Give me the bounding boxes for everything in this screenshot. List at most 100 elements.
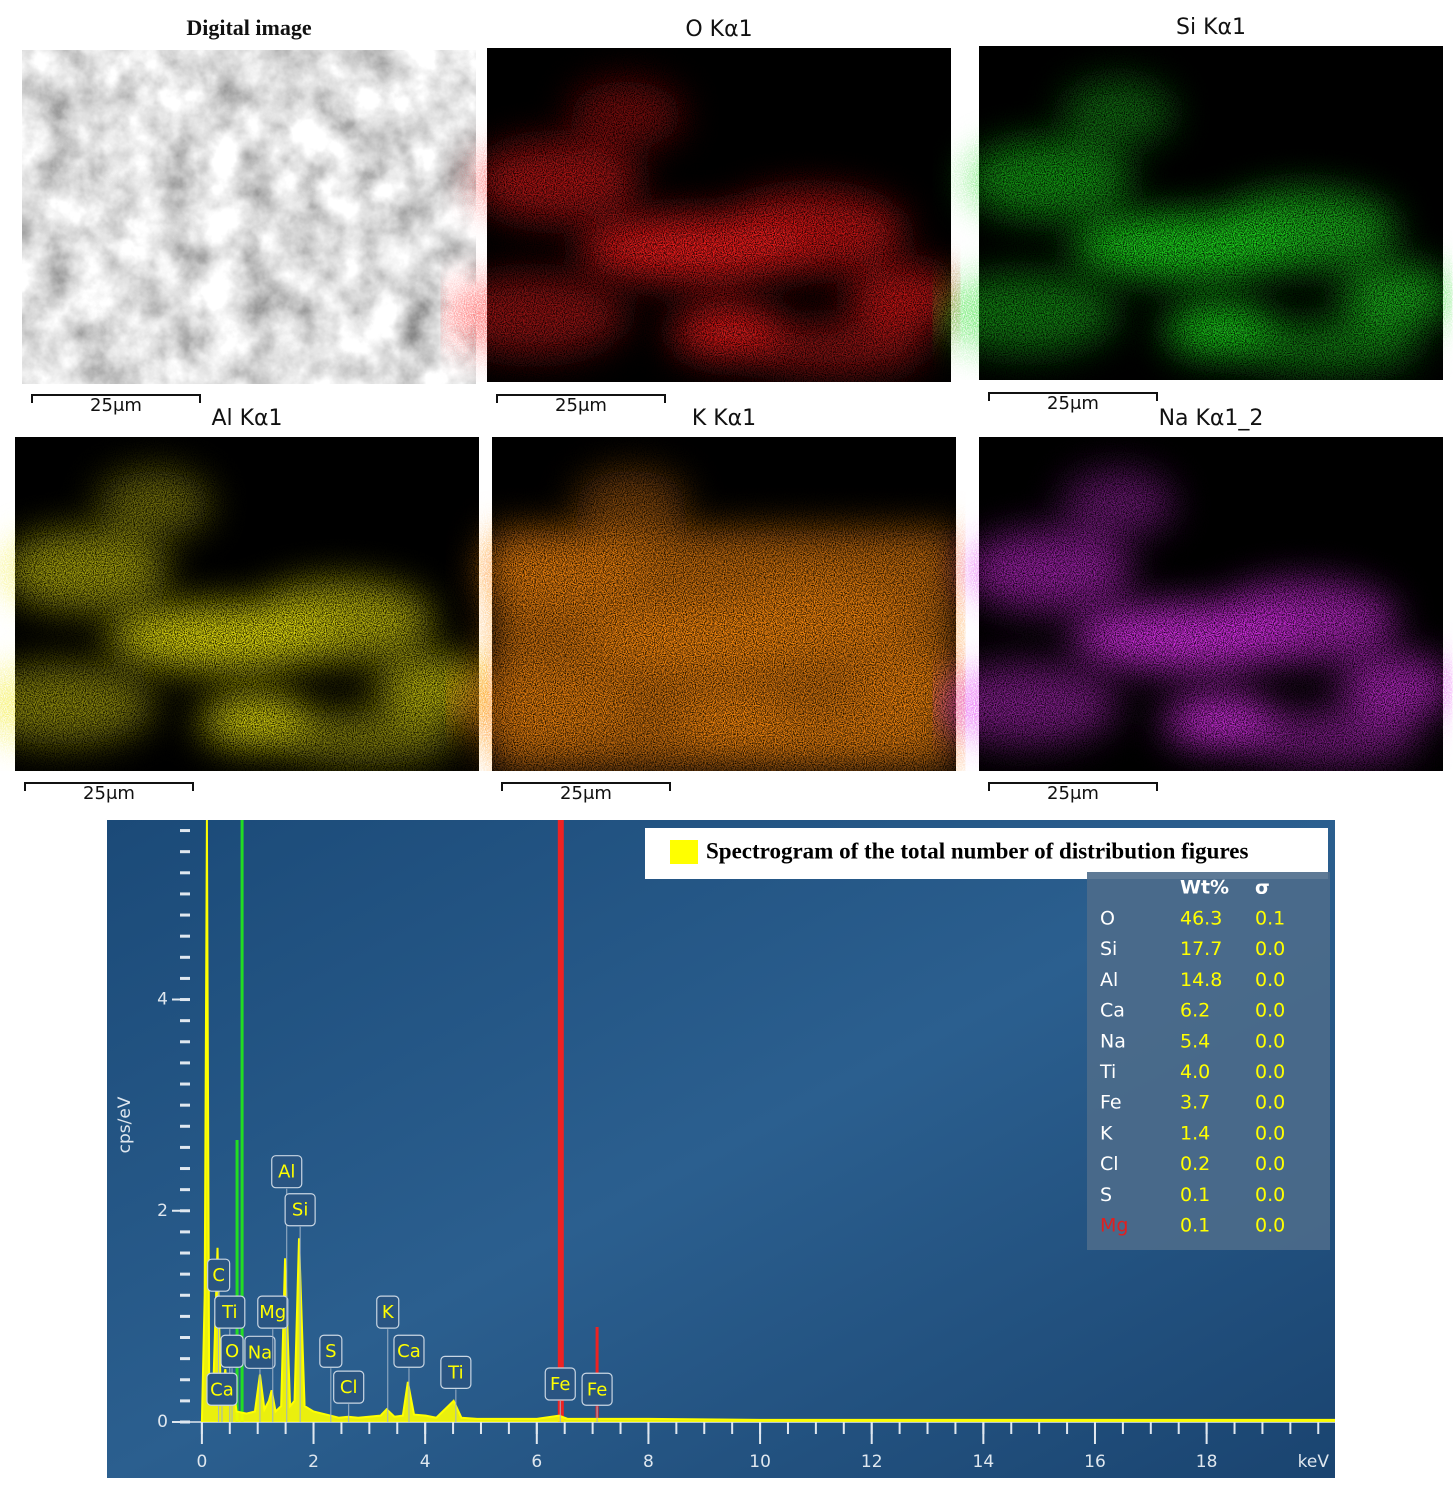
map-signal — [473, 141, 641, 222]
element-map — [932, 79, 1453, 374]
map-signal — [1211, 189, 1397, 270]
table-cell: O — [1100, 908, 1115, 930]
x-tick-label: 12 — [861, 1452, 883, 1472]
map-signal — [965, 530, 1133, 611]
table-cell: 0.1 — [1180, 1184, 1210, 1206]
map-panel: Si Kα1 25μm — [932, 15, 1453, 414]
table-cell: Cl — [1100, 1153, 1119, 1175]
peak-label: Ti — [221, 1302, 237, 1323]
y-tick-label: 0 — [157, 1412, 168, 1432]
map-signal — [848, 265, 961, 332]
peak-label: Si — [292, 1200, 308, 1221]
table-cell: Mg — [1100, 1215, 1128, 1237]
scale-bar — [31, 394, 201, 403]
table-cell: 0.0 — [1255, 969, 1285, 991]
table-cell: Ti — [1099, 1061, 1116, 1083]
map-panel: O Kα1 25μm — [440, 17, 961, 416]
map-signal — [478, 530, 646, 611]
panel-title: O Kα1 — [685, 17, 752, 42]
map-signal — [0, 664, 155, 745]
map-panel: Digital image 25μm — [22, 15, 476, 416]
scale-label: 25μm — [560, 783, 612, 804]
table-cell: 0.1 — [1255, 908, 1285, 930]
x-tick-label: 0 — [196, 1452, 207, 1472]
map-signal — [932, 664, 1119, 745]
legend-box — [645, 828, 1328, 879]
table-cell: Fe — [1100, 1092, 1122, 1114]
scale-bar — [496, 394, 666, 403]
peak-label-box — [393, 1334, 425, 1368]
scale-bar — [24, 782, 194, 791]
panel-title: Na Kα1_2 — [1159, 406, 1264, 431]
map-signal — [98, 470, 210, 538]
table-cell: K — [1100, 1122, 1113, 1144]
table-cell: 0.0 — [1255, 1030, 1285, 1052]
map-signal — [1234, 710, 1420, 765]
map-signal — [742, 321, 928, 376]
map-signal — [440, 275, 627, 356]
table-cell: 5.4 — [1180, 1030, 1210, 1052]
peak-label: O — [225, 1341, 239, 1362]
map-signal — [747, 710, 933, 765]
table-cell: Si — [1100, 938, 1117, 960]
peak-label: Ca — [397, 1341, 421, 1362]
table-cell: 3.7 — [1180, 1092, 1210, 1114]
peak-label-box — [581, 1372, 613, 1406]
table-header: σ — [1255, 877, 1270, 899]
table-cell: Al — [1100, 969, 1118, 991]
map-signal — [570, 81, 682, 149]
map-panel: K Kα1 25μm — [445, 406, 966, 804]
map-signal — [724, 580, 910, 661]
table-cell: 0.0 — [1255, 1061, 1285, 1083]
table-cell: 4.0 — [1180, 1061, 1210, 1083]
legend-swatch — [670, 840, 698, 864]
scale-label: 25μm — [555, 395, 607, 416]
peak-label-box — [440, 1355, 472, 1389]
scale-bar — [988, 782, 1158, 791]
scale-label: 25μm — [1047, 783, 1099, 804]
table-cell: 0.0 — [1255, 1184, 1285, 1206]
map-signal — [575, 470, 687, 538]
peak-label: Na — [248, 1342, 273, 1363]
map-panel: Al Kα1 25μm — [0, 406, 489, 804]
peak-label: Ti — [447, 1362, 463, 1383]
x-axis-label: keV — [1298, 1452, 1330, 1472]
peak-label-box — [207, 1258, 231, 1292]
table-cell: 14.8 — [1180, 969, 1222, 991]
x-tick-label: 2 — [308, 1452, 319, 1472]
legend-title: Spectrogram of the total number of distr… — [706, 838, 1248, 863]
peak-label-box — [244, 1335, 276, 1369]
map-signal — [719, 191, 905, 272]
peak-label-box — [214, 1295, 246, 1329]
table-cell: 0.2 — [1180, 1153, 1210, 1175]
table-cell: 46.3 — [1180, 908, 1222, 930]
peak-label-box — [257, 1295, 289, 1329]
element-map — [0, 470, 489, 765]
peak-label: C — [212, 1265, 225, 1286]
y-axis-label: cps/eV — [115, 1096, 135, 1153]
x-tick-label: 18 — [1196, 1452, 1218, 1472]
map-signal — [1340, 654, 1453, 721]
table-cell: 0.0 — [1255, 1153, 1285, 1175]
y-tick-label: 4 — [157, 990, 168, 1010]
map-signal — [932, 273, 1119, 354]
x-tick-label: 14 — [973, 1452, 995, 1472]
peak-label: Cl — [340, 1377, 358, 1398]
peak-label-box — [284, 1193, 316, 1227]
x-tick-label: 4 — [420, 1452, 431, 1472]
peak-label-box — [333, 1370, 365, 1404]
scale-label: 25μm — [83, 783, 135, 804]
element-map — [932, 470, 1453, 765]
map-signal — [1340, 263, 1453, 330]
sem-texture — [22, 50, 476, 384]
x-tick-label: 10 — [749, 1452, 771, 1472]
map-signal — [1062, 79, 1174, 147]
table-cell: 0.1 — [1180, 1215, 1210, 1237]
panel-title: K Kα1 — [692, 406, 756, 431]
peak-label-box — [376, 1295, 400, 1329]
x-tick-label: 8 — [643, 1452, 654, 1472]
peak-label: K — [382, 1302, 395, 1323]
peak-label: S — [325, 1341, 336, 1362]
peak-label-box — [544, 1367, 576, 1401]
